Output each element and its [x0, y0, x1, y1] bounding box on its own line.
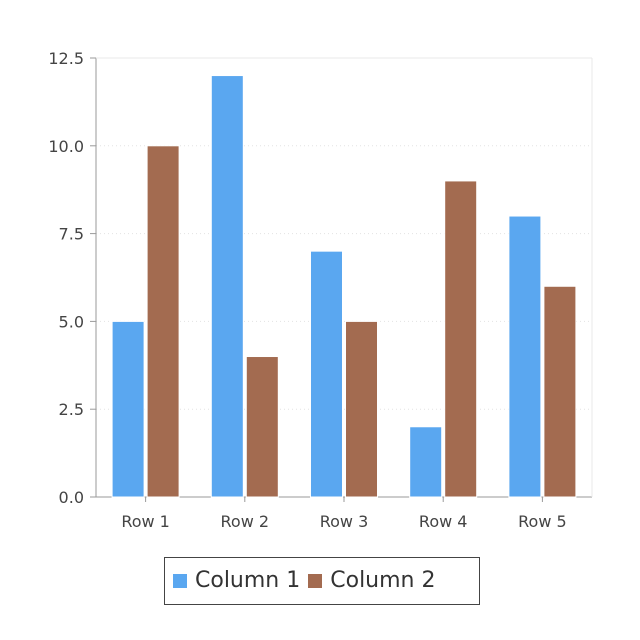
legend-swatch-column-2	[308, 574, 323, 588]
x-tick-label: Row 3	[320, 512, 369, 531]
legend-item-column-1: Column 1	[173, 570, 300, 592]
bar-column-2-row-3	[345, 320, 378, 498]
y-tick-label: 5.0	[59, 312, 84, 331]
bar-column-2-row-2	[245, 356, 279, 498]
label-layer: 0.0 2.5 5.0 7.5 10.0 12.5 Row 1 Row 2 Row 3 Row 4…	[48, 49, 566, 531]
legend-label-column-1: Column 1	[195, 568, 301, 593]
y-tick-label: 10.0	[48, 137, 84, 156]
bar-column-1-row-3	[310, 250, 343, 498]
y-tick-label: 12.5	[48, 49, 84, 68]
bar-column-1-row-4	[409, 426, 443, 498]
bar-column-2-row-4	[444, 180, 478, 498]
x-tick-label: Row 2	[221, 512, 270, 531]
bar-column-1-row-5	[508, 215, 542, 498]
bar-column-2-row-1	[146, 145, 180, 498]
bar-column-1-row-2	[210, 75, 244, 498]
legend-item-column-2: Column 2	[308, 568, 436, 593]
legend-label-column-2: Column 2	[330, 568, 436, 593]
x-tick-label: Row 5	[518, 512, 567, 531]
bar-column-1-row-1	[111, 320, 145, 498]
legend: Column 1 Column 2	[164, 557, 480, 605]
y-tick-label: 7.5	[59, 225, 84, 244]
x-tick-label: Row 4	[419, 512, 468, 531]
x-tick-label: Row 1	[121, 512, 170, 531]
y-tick-label: 0.0	[59, 488, 84, 507]
y-tick-label: 2.5	[59, 400, 84, 419]
legend-swatch-column-1	[173, 574, 187, 588]
bar-column-2-row-5	[543, 285, 577, 498]
bar-layer	[111, 75, 577, 498]
